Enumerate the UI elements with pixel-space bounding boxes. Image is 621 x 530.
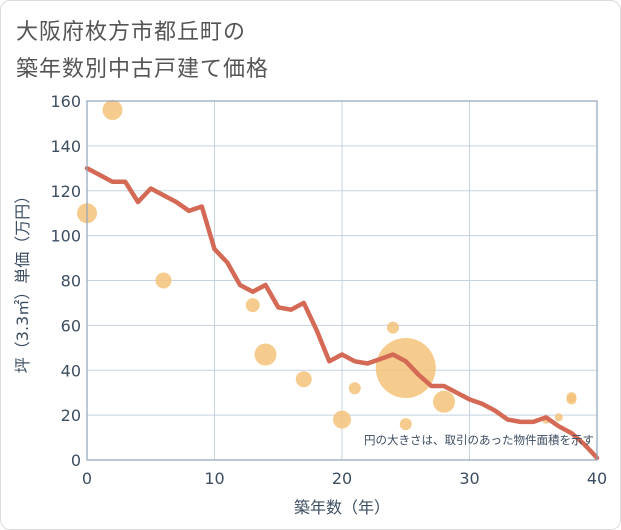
- x-axis-label: 築年数（年）: [294, 498, 390, 517]
- average-price-line: [84, 166, 600, 461]
- title-line-1: 大阪府枚方市都丘町の: [16, 20, 247, 45]
- bubble-10: [399, 418, 412, 431]
- bubble-3: [245, 298, 260, 313]
- grid-lines: [87, 101, 597, 460]
- x-tick-40: 40: [587, 469, 607, 488]
- y-tick-80: 80: [61, 272, 81, 291]
- x-tick-20: 20: [332, 469, 352, 488]
- bubble-9: [375, 338, 436, 399]
- bubble-15: [566, 394, 577, 405]
- y-tick-140: 140: [50, 137, 81, 156]
- chart-title: 大阪府枚方市都丘町の 築年数別中古戸建て価格: [16, 14, 269, 88]
- x-tick-10: 10: [204, 469, 224, 488]
- tick-labels: 0 20 40 60 80 100 120 140 160 0 10 20 30 40: [50, 92, 607, 488]
- bubble-5: [295, 371, 312, 388]
- bubble-7: [348, 382, 361, 395]
- bubble-13: [554, 413, 563, 422]
- y-tick-60: 60: [61, 316, 81, 335]
- bubble-size-note: 円の大きさは、取引のあった物件面積を示す: [364, 433, 594, 447]
- plot-frame: [86, 100, 598, 461]
- bubble-4: [254, 343, 277, 366]
- bubble-1: [102, 99, 123, 120]
- x-tick-30: 30: [459, 469, 479, 488]
- y-tick-120: 120: [50, 182, 81, 201]
- bubble-11: [433, 390, 455, 413]
- y-tick-40: 40: [61, 361, 81, 380]
- y-tick-0: 0: [71, 451, 81, 470]
- bubble-8: [387, 321, 399, 334]
- x-tick-0: 0: [82, 469, 92, 488]
- y-tick-20: 20: [61, 406, 81, 425]
- average-line-series: [84, 166, 600, 461]
- bubble-6: [333, 410, 351, 429]
- bubble-2: [155, 272, 172, 289]
- y-tick-100: 100: [50, 227, 81, 246]
- y-tick-160: 160: [50, 92, 81, 111]
- y-axis-label: 坪（3.3㎡）単価（万円）: [13, 188, 32, 373]
- title-line-2: 築年数別中古戸建て価格: [16, 57, 270, 82]
